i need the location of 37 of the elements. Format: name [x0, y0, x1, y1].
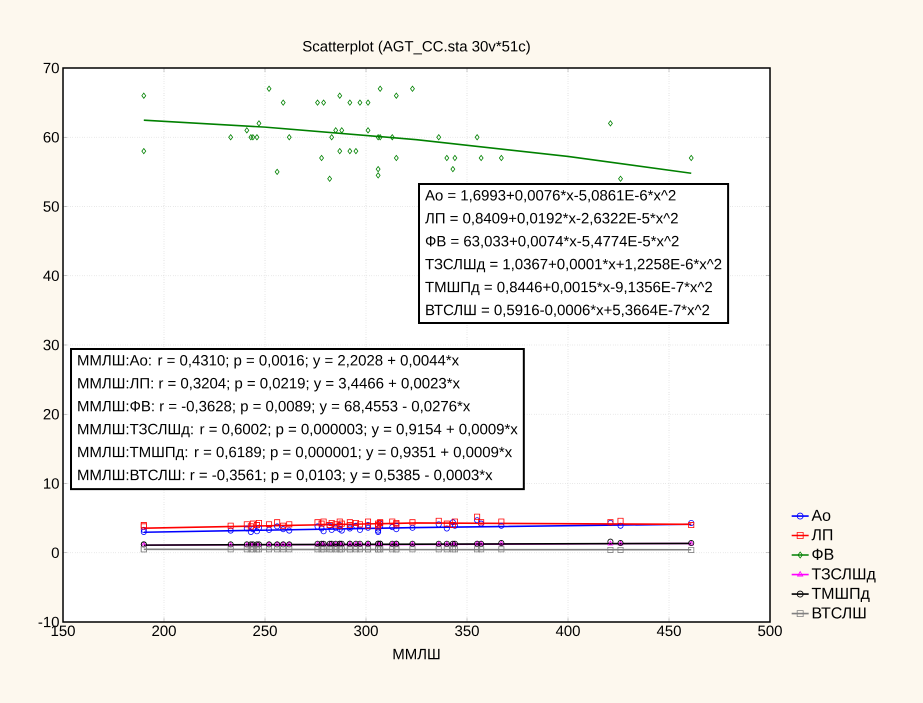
- legend-label: ТМШПд: [812, 588, 870, 602]
- y-tick-label: 50: [43, 201, 59, 212]
- x-tick-label: 350: [455, 626, 479, 636]
- x-tick-label: 300: [354, 626, 378, 636]
- legend-label: ЛП: [812, 529, 832, 540]
- legend-label: Ao: [812, 510, 830, 521]
- annotation: ММЛШ:ТМШПд: r = 0,6189; p = 0,000001; y = 0,9351 + 0,0009*x: [78, 446, 512, 460]
- legend-label: ВТСЛШ: [812, 607, 866, 619]
- annotation: ММЛШ:ФВ: r = -0,3628; p = 0,0089; y = 68,4553 - 0,0276*x: [78, 400, 470, 414]
- y-tick-label: 40: [43, 270, 59, 282]
- y-tick-label: 70: [44, 62, 59, 74]
- y-tick-label: 60: [44, 132, 59, 143]
- annotation: ТМШПд = 0,8446+0,0015*x-9,1356E-7*x^2: [425, 282, 712, 296]
- legend-label: ФВ: [812, 548, 834, 560]
- y-tick-label: 30: [43, 340, 59, 350]
- annotation: ЛП = 0,8409+0,0192*x-2,6322E-5*x^2: [425, 212, 678, 226]
- y-tick-label: 20: [44, 408, 59, 420]
- chart-title: Scatterplot (AGT_CC.sta 30v*51c): [302, 40, 530, 54]
- y-tick-label: 0: [52, 547, 59, 558]
- x-axis-title: ММЛШ: [394, 648, 440, 660]
- x-tick-label: 200: [152, 626, 176, 636]
- annotation: ММЛШ:ВТСЛШ: r = -0,3561; p = 0,0103; y = 0,5385 - 0,0003*x: [78, 470, 492, 484]
- x-tick-label: 150: [52, 626, 75, 636]
- x-tick-label: 500: [758, 626, 782, 636]
- legend-label: ТЗСЛШд: [812, 568, 876, 583]
- annotation: Ao = 1,6993+0,0076*x-5,0861E-6*x^2: [425, 190, 676, 202]
- y-tick-label: 10: [44, 478, 59, 489]
- annotation: ММЛШ:Ao: r = 0,4310; p = 0,0016; y = 2,2028 + 0,0044*x: [78, 354, 459, 369]
- annotation: ВТСЛШ = 0,5916-0,0006*x+5,3664E-7*x^2: [426, 304, 710, 317]
- y-tick-label: -10: [38, 616, 59, 628]
- annotation: ММЛШ:ТЗСЛШд: r = 0,6002; p = 0,000003; y = 0,9154 + 0,0009*x: [78, 424, 518, 438]
- annotation: ФВ = 63,033+0,0074*x-5,4774E-5*x^2: [426, 236, 679, 248]
- x-tick-label: 400: [556, 626, 580, 636]
- annotation: ММЛШ:ЛП: r = 0,3204; p = 0,0219; y = 3,4466 + 0,0023*x: [78, 378, 460, 392]
- x-tick-label: 450: [656, 626, 681, 636]
- annotation: ТЗСЛШд = 1,0367+0,0001*x+1,2258E-6*x^2: [425, 258, 722, 272]
- x-tick-label: 250: [253, 626, 277, 636]
